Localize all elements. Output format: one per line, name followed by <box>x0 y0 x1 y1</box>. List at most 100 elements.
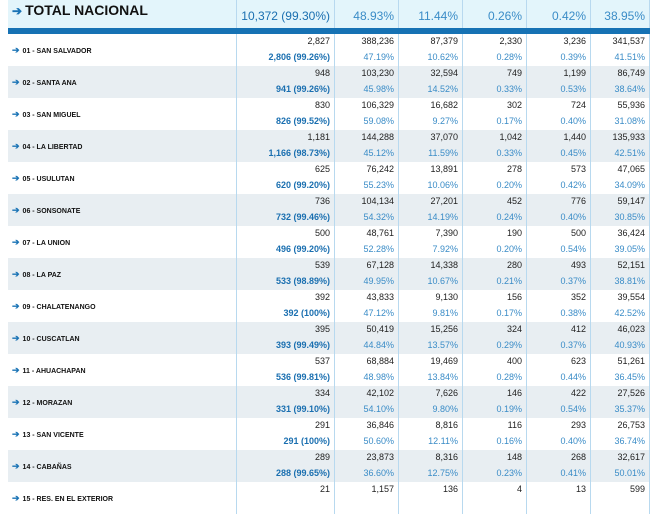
arrow-right-icon: ➔ <box>12 173 20 183</box>
department-link[interactable]: ➔ 11 - AHUACHAPAN <box>12 365 86 375</box>
arrow-right-icon: ➔ <box>12 493 20 503</box>
party-pct: 13.57% <box>427 340 458 350</box>
party-cell: 106,329 59.08% <box>334 98 398 130</box>
actas-cell: 625 620 (99.20%) <box>236 162 334 194</box>
department-link[interactable]: ➔ 07 - LA UNION <box>12 237 71 247</box>
party-pct: 0.17% <box>496 308 522 318</box>
party-votes: 278 <box>506 164 522 174</box>
party-cell: 280 0.21% <box>462 258 526 290</box>
arrow-right-icon: ➔ <box>12 269 20 279</box>
actas-cell: 2,827 2,806 (99.26%) <box>236 34 334 66</box>
total-row[interactable]: ➔ TOTAL NACIONAL 10,372 (99.30%) 48.93% 1… <box>8 0 650 28</box>
party-votes: 341,537 <box>612 36 645 46</box>
party-pct: 0.38% <box>560 308 586 318</box>
party-pct: 0.17% <box>496 116 522 126</box>
total-label[interactable]: ➔ TOTAL NACIONAL <box>12 2 148 18</box>
actas-total: 395 <box>314 324 330 334</box>
party-pct: 54.32% <box>363 212 394 222</box>
department-link[interactable]: ➔ 14 - CABAÑAS <box>12 461 72 471</box>
party-pct: 0.41% <box>560 468 586 478</box>
department-link[interactable]: ➔ 13 - SAN VICENTE <box>12 429 84 439</box>
arrow-right-icon: ➔ <box>12 333 20 343</box>
party-votes: 32,617 <box>617 452 645 462</box>
party-pct: 38.81% <box>614 276 645 286</box>
department-row[interactable]: ➔ 01 - SAN SALVADOR 2,827 2,806 (99.26%) 388… <box>8 34 650 66</box>
department-row[interactable]: ➔ 05 - USULUTAN 625 620 (99.20%) 76,242 55.23… <box>8 162 650 194</box>
party-cell: 190 0.20% <box>462 226 526 258</box>
department-row[interactable]: ➔ 06 - SONSONATE 736 732 (99.46%) 104,134 54.… <box>8 194 650 226</box>
party-cell: 19,469 13.84% <box>398 354 462 386</box>
party-pct: 45.98% <box>363 84 394 94</box>
party-votes: 86,749 <box>617 68 645 78</box>
party-pct: 52.28% <box>363 244 394 254</box>
department-row[interactable]: ➔ 13 - SAN VICENTE 291 291 (100%) 36,846 50.6… <box>8 418 650 450</box>
party-cell: 32,617 50.01% <box>590 450 650 482</box>
party-pct: 0.33% <box>496 148 522 158</box>
party-cell: 27,526 35.37% <box>590 386 650 418</box>
party-cell: 7,390 7.92% <box>398 226 462 258</box>
party-votes: 422 <box>570 388 586 398</box>
party-pct: 9.80% <box>432 404 458 414</box>
party-pct: 45.12% <box>363 148 394 158</box>
actas-cell: 395 393 (99.49%) <box>236 322 334 354</box>
party-votes: 500 <box>570 228 586 238</box>
actas-total: 334 <box>314 388 330 398</box>
party-votes: 42,102 <box>366 388 394 398</box>
party-pct: 39.05% <box>614 244 645 254</box>
party-votes: 104,134 <box>361 196 394 206</box>
department-link[interactable]: ➔ 01 - SAN SALVADOR <box>12 45 92 55</box>
party-pct: 47.12% <box>363 308 394 318</box>
actas-total: 539 <box>314 260 330 270</box>
arrow-right-icon: ➔ <box>12 365 20 375</box>
department-link[interactable]: ➔ 02 - SANTA ANA <box>12 77 77 87</box>
actas-cell: 334 331 (99.10%) <box>236 386 334 418</box>
party-votes: 13,891 <box>430 164 458 174</box>
department-row[interactable]: ➔ 02 - SANTA ANA 948 941 (99.26%) 103,230 45.… <box>8 66 650 98</box>
actas-cell: 830 826 (99.52%) <box>236 98 334 130</box>
party-votes: 293 <box>570 420 586 430</box>
department-link[interactable]: ➔ 10 - CUSCATLAN <box>12 333 80 343</box>
department-row[interactable]: ➔ 04 - LA LIBERTAD 1,181 1,166 (98.73%) 144,… <box>8 130 650 162</box>
department-link[interactable]: ➔ 03 - SAN MIGUEL <box>12 109 81 119</box>
party-pct: 36.45% <box>614 372 645 382</box>
department-link[interactable]: ➔ 08 - LA PAZ <box>12 269 62 279</box>
department-link[interactable]: ➔ 06 - SONSONATE <box>12 205 81 215</box>
party-pct: 0.28% <box>496 372 522 382</box>
department-row[interactable]: ➔ 14 - CABAÑAS 289 288 (99.65%) 23,873 36.60%… <box>8 450 650 482</box>
party-pct: 38.64% <box>614 84 645 94</box>
department-row[interactable]: ➔ 07 - LA UNION 500 496 (99.20%) 48,761 52.28… <box>8 226 650 258</box>
party-votes: 87,379 <box>430 36 458 46</box>
department-row[interactable]: ➔ 11 - AHUACHAPAN 537 536 (99.81%) 68,884 48.… <box>8 354 650 386</box>
party-cell: 48,761 52.28% <box>334 226 398 258</box>
total-pct: 48.93% <box>353 9 394 23</box>
party-votes: 324 <box>506 324 522 334</box>
department-link[interactable]: ➔ 12 - MORAZAN <box>12 397 73 407</box>
party-cell: 776 0.40% <box>526 194 590 226</box>
department-row[interactable]: ➔ 15 - RES. EN EL EXTERIOR 21 1,157 136 4 13 59… <box>8 482 650 514</box>
arrow-right-icon: ➔ <box>12 205 20 215</box>
party-pct: 0.29% <box>496 340 522 350</box>
party-pct: 0.40% <box>560 436 586 446</box>
actas-cell: 21 <box>236 482 334 514</box>
department-link[interactable]: ➔ 04 - LA LIBERTAD <box>12 141 83 151</box>
actas-cell: 392 392 (100%) <box>236 290 334 322</box>
party-cell: 146 0.19% <box>462 386 526 418</box>
department-row[interactable]: ➔ 09 - CHALATENANGO 392 392 (100%) 43,833 47.… <box>8 290 650 322</box>
party-cell: 37,070 11.59% <box>398 130 462 162</box>
department-row[interactable]: ➔ 03 - SAN MIGUEL 830 826 (99.52%) 106,329 59… <box>8 98 650 130</box>
party-votes: 268 <box>570 452 586 462</box>
party-pct: 0.45% <box>560 148 586 158</box>
arrow-right-icon: ➔ <box>12 141 20 151</box>
party-cell: 16,682 9.27% <box>398 98 462 130</box>
department-row[interactable]: ➔ 08 - LA PAZ 539 533 (98.89%) 67,128 49.95% 1… <box>8 258 650 290</box>
party-cell: 43,833 47.12% <box>334 290 398 322</box>
department-link[interactable]: ➔ 05 - USULUTAN <box>12 173 75 183</box>
department-row[interactable]: ➔ 10 - CUSCATLAN 395 393 (99.49%) 50,419 44.8… <box>8 322 650 354</box>
total-pct: 11.44% <box>418 9 458 23</box>
party-cell: 144,288 45.12% <box>334 130 398 162</box>
arrow-right-icon: ➔ <box>12 45 20 55</box>
party-pct: 0.40% <box>560 116 586 126</box>
department-row[interactable]: ➔ 12 - MORAZAN 334 331 (99.10%) 42,102 54.10%… <box>8 386 650 418</box>
department-link[interactable]: ➔ 09 - CHALATENANGO <box>12 301 96 311</box>
department-link[interactable]: ➔ 15 - RES. EN EL EXTERIOR <box>12 493 114 503</box>
